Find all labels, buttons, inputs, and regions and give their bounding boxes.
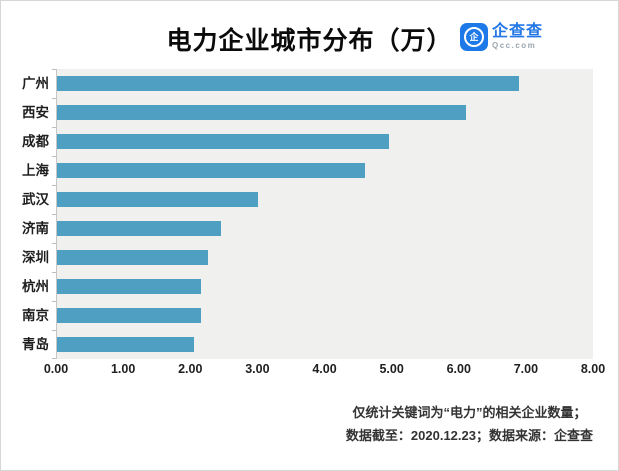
y-label-广州: 广州 [22,76,49,91]
bar-武汉 [57,192,258,207]
bar-南京 [57,308,202,323]
y-axis-tick [52,185,56,186]
logo-text: 企查查 Qcc.com [492,24,543,50]
chart-title: 电力企业城市分布（万） [166,27,453,55]
x-tick-label-2.00: 2.00 [178,362,203,376]
bar-西安 [57,105,466,120]
y-axis-tick [52,301,56,302]
bar-row-上海 [57,156,593,185]
x-axis: 0.00 1.00 2.00 3.00 4.00 5.00 6.00 7.00 8.00 [44,362,605,380]
x-tick-label-7.00: 7.00 [513,362,539,376]
bar-上海 [57,163,366,178]
y-label-济南: 济南 [22,221,49,236]
y-axis-tick [52,69,56,70]
y-axis-tick [52,156,56,157]
y-label-成都: 成都 [22,134,49,149]
bar-row-青岛 [57,330,593,359]
y-axis-tick [52,243,56,244]
logo-glyph: 企 [464,27,484,47]
y-axis-tick [52,214,56,215]
footer-note: 仅统计关键词为“电力”的相关企业数量； 数据截至：2020.12.23；数据来源… [346,401,593,447]
bar-row-南京 [57,301,593,330]
bar-row-杭州 [57,272,593,301]
bar-row-广州 [57,69,593,98]
y-axis-tick [52,330,56,331]
logo-domain: Qcc.com [492,41,537,50]
y-axis-labels: 广州西安成都上海武汉济南深圳杭州南京青岛 [1,69,49,359]
y-label-西安: 西安 [22,105,49,120]
plot-area [52,69,593,359]
bar-青岛 [57,337,195,352]
logo-name: 企查查 [492,23,544,40]
y-label-深圳: 深圳 [22,250,49,265]
bar-济南 [57,221,222,236]
y-label-武汉: 武汉 [22,192,49,207]
qichacha-logo-icon: 企 [460,23,488,51]
x-tick-label-3.00: 3.00 [245,362,270,376]
footer-line-2: 数据截至：2020.12.23；数据来源：企查查 [345,428,593,443]
x-tick-label-5.00: 5.00 [379,362,404,376]
y-axis-tick [52,127,56,128]
y-label-青岛: 青岛 [22,337,49,352]
header: 电力企业城市分布（万） 企 企查查 Qcc.com [1,19,618,59]
x-tick-label-1.00: 1.00 [110,362,136,376]
footer-line-1: 仅统计关键词为“电力”的相关企业数量； [352,405,587,420]
qichacha-logo: 企 企查查 Qcc.com [460,23,543,51]
bar-广州 [57,76,520,91]
bar-row-济南 [57,214,593,243]
y-label-上海: 上海 [22,163,49,178]
y-label-南京: 南京 [22,308,49,323]
y-axis-tick [52,98,56,99]
bar-row-西安 [57,98,593,127]
bar-row-武汉 [57,185,593,214]
x-tick-label-0.00: 0.00 [43,362,69,376]
bar-成都 [57,134,389,149]
y-label-杭州: 杭州 [22,279,49,294]
bar-row-深圳 [57,243,593,272]
x-tick-label-4.00: 4.00 [312,362,337,376]
bar-深圳 [57,250,208,265]
y-axis-tick [52,272,56,273]
x-tick-label-8.00: 8.00 [580,362,606,376]
bar-杭州 [57,279,202,294]
y-axis-tick [52,358,56,359]
x-tick-label-6.00: 6.00 [446,362,471,376]
bar-row-成都 [57,127,593,156]
